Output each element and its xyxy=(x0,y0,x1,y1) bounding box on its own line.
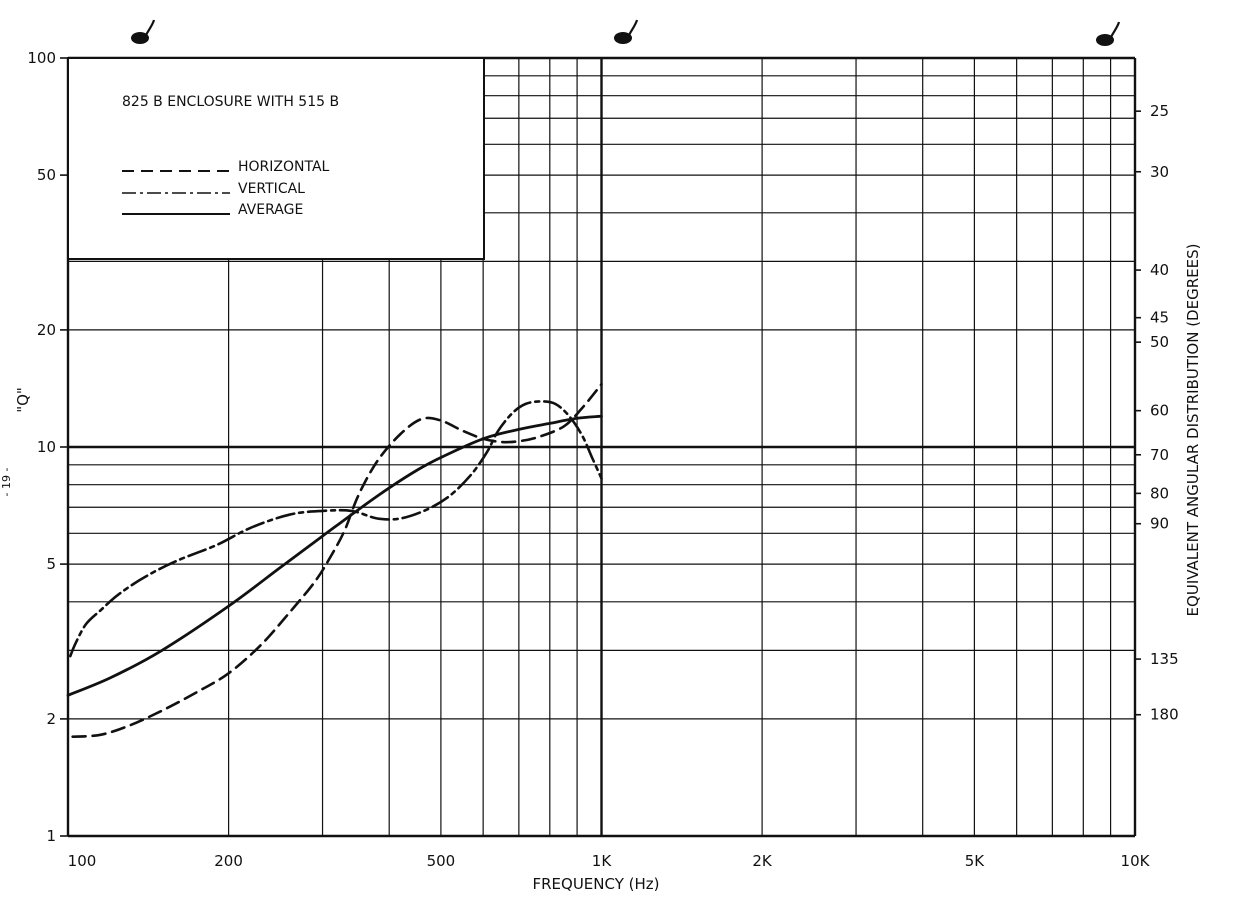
right-tick-label: 50 xyxy=(1150,333,1169,351)
right-tick-label: 80 xyxy=(1150,484,1169,502)
x-tick-label: 1K xyxy=(592,852,613,870)
x-tick-label: 5K xyxy=(965,852,986,870)
right-tick-label: 40 xyxy=(1150,261,1169,279)
registration-mark-left xyxy=(129,18,156,46)
x-tick-label: 500 xyxy=(427,852,456,870)
y-tick-label: 5 xyxy=(46,555,56,573)
registration-mark-middle xyxy=(612,18,639,46)
right-tick-label: 180 xyxy=(1150,706,1179,724)
chart-series xyxy=(66,382,603,738)
right-axis-label: EQUIVALENT ANGULAR DISTRIBUTION (DEGREES… xyxy=(1184,244,1202,617)
x-axis-label: FREQUENCY (Hz) xyxy=(532,875,659,893)
page-marker: - 19 - xyxy=(0,468,13,497)
registration-marks xyxy=(129,18,1121,48)
right-tick-label: 25 xyxy=(1150,102,1169,120)
right-tick-label: 70 xyxy=(1150,446,1169,464)
right-tick-label: 30 xyxy=(1150,163,1169,181)
chart-title: 825 B ENCLOSURE WITH 515 B xyxy=(122,94,339,110)
y-axis-label: "Q" xyxy=(14,387,32,413)
y-tick-label: 10 xyxy=(37,438,56,456)
y-tick-label: 1 xyxy=(46,827,56,845)
x-tick-label: 100 xyxy=(68,852,97,870)
right-tick-label: 135 xyxy=(1150,650,1179,668)
registration-mark-right xyxy=(1094,20,1121,48)
series-line-vertical xyxy=(69,400,603,658)
y-tick-label: 20 xyxy=(37,321,56,339)
x-tick-label: 200 xyxy=(214,852,243,870)
right-tick-label: 90 xyxy=(1150,515,1169,533)
y-tick-label: 100 xyxy=(27,49,56,67)
right-tick-label: 60 xyxy=(1150,402,1169,420)
axis-ticks: 100 200 500 1K 2K 5K 10K1251020501002530404550… xyxy=(27,49,1178,870)
legend-label-vertical: VERTICAL xyxy=(238,181,305,197)
x-tick-label: 2K xyxy=(752,852,773,870)
series-line-average xyxy=(66,414,603,697)
legend-label-horizontal: HORIZONTAL xyxy=(238,159,330,175)
series-line-horizontal xyxy=(71,382,603,738)
legend-label-average: AVERAGE xyxy=(238,202,303,218)
right-tick-label: 45 xyxy=(1150,309,1169,327)
legend-box: 825 B ENCLOSURE WITH 515 B HORIZONTAL VE… xyxy=(67,57,485,260)
y-tick-label: 50 xyxy=(37,166,56,184)
y-tick-label: 2 xyxy=(46,710,56,728)
x-tick-label: 10K xyxy=(1121,852,1151,870)
